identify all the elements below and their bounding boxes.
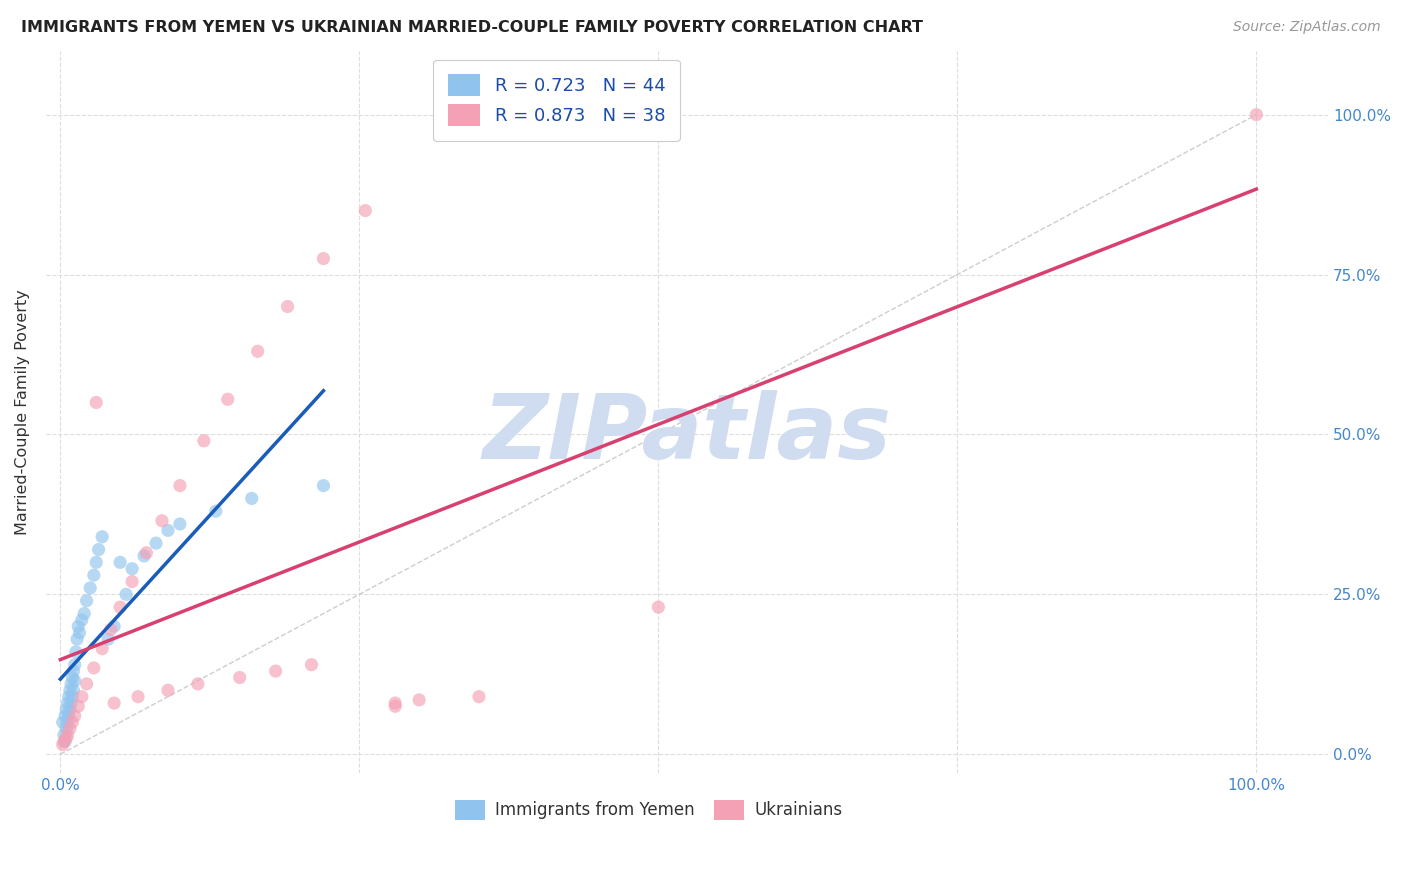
Point xyxy=(52,728,75,742)
Point xyxy=(52,738,75,752)
Point xyxy=(70,613,93,627)
Point xyxy=(384,696,406,710)
Point xyxy=(58,690,80,704)
Point xyxy=(56,715,79,730)
Point xyxy=(229,671,252,685)
Point xyxy=(187,677,209,691)
Point xyxy=(103,696,125,710)
Point xyxy=(56,728,79,742)
Point xyxy=(193,434,215,448)
Point xyxy=(240,491,263,506)
Point xyxy=(100,623,122,637)
Point xyxy=(83,568,105,582)
Y-axis label: Married-Couple Family Poverty: Married-Couple Family Poverty xyxy=(15,289,30,535)
Point xyxy=(87,542,110,557)
Point xyxy=(60,690,83,704)
Point xyxy=(60,671,83,685)
Point xyxy=(108,600,131,615)
Point xyxy=(66,632,89,646)
Point xyxy=(76,593,98,607)
Point xyxy=(63,657,86,672)
Point xyxy=(73,607,96,621)
Point xyxy=(108,555,131,569)
Point xyxy=(468,690,491,704)
Point xyxy=(59,683,82,698)
Point xyxy=(59,702,82,716)
Point xyxy=(79,581,101,595)
Legend: Immigrants from Yemen, Ukrainians: Immigrants from Yemen, Ukrainians xyxy=(449,793,849,827)
Point xyxy=(204,504,226,518)
Point xyxy=(145,536,167,550)
Point xyxy=(156,524,179,538)
Point xyxy=(59,722,82,736)
Point xyxy=(52,734,75,748)
Point xyxy=(115,587,138,601)
Text: ZIPatlas: ZIPatlas xyxy=(482,390,891,478)
Point xyxy=(63,709,86,723)
Point xyxy=(408,693,430,707)
Point xyxy=(91,530,114,544)
Point xyxy=(63,673,86,688)
Point xyxy=(65,645,87,659)
Point xyxy=(354,203,377,218)
Point xyxy=(217,392,239,407)
Point xyxy=(127,690,149,704)
Point xyxy=(62,683,84,698)
Point xyxy=(67,619,90,633)
Point xyxy=(169,478,191,492)
Point xyxy=(67,699,90,714)
Point xyxy=(62,664,84,678)
Point xyxy=(121,574,143,589)
Point xyxy=(60,715,83,730)
Point xyxy=(264,664,287,678)
Point xyxy=(84,395,107,409)
Point xyxy=(301,657,323,672)
Text: IMMIGRANTS FROM YEMEN VS UKRAINIAN MARRIED-COUPLE FAMILY POVERTY CORRELATION CHA: IMMIGRANTS FROM YEMEN VS UKRAINIAN MARRI… xyxy=(21,20,924,35)
Point xyxy=(121,562,143,576)
Point xyxy=(135,546,157,560)
Point xyxy=(97,632,120,646)
Point xyxy=(56,696,79,710)
Point xyxy=(53,709,76,723)
Point xyxy=(132,549,155,563)
Point xyxy=(169,516,191,531)
Point xyxy=(312,478,335,492)
Point xyxy=(1246,108,1268,122)
Point xyxy=(384,699,406,714)
Point xyxy=(83,661,105,675)
Point xyxy=(84,555,107,569)
Point xyxy=(246,344,269,359)
Point xyxy=(103,619,125,633)
Point xyxy=(70,690,93,704)
Point xyxy=(647,600,669,615)
Point xyxy=(156,683,179,698)
Point xyxy=(312,252,335,266)
Point xyxy=(58,709,80,723)
Text: Source: ZipAtlas.com: Source: ZipAtlas.com xyxy=(1233,20,1381,34)
Point xyxy=(55,722,77,736)
Point xyxy=(52,715,75,730)
Point xyxy=(55,731,77,746)
Point xyxy=(60,696,83,710)
Point xyxy=(150,514,173,528)
Point xyxy=(76,677,98,691)
Point xyxy=(55,702,77,716)
Point xyxy=(277,300,299,314)
Point xyxy=(69,625,91,640)
Point xyxy=(53,734,76,748)
Point xyxy=(91,641,114,656)
Point xyxy=(60,677,83,691)
